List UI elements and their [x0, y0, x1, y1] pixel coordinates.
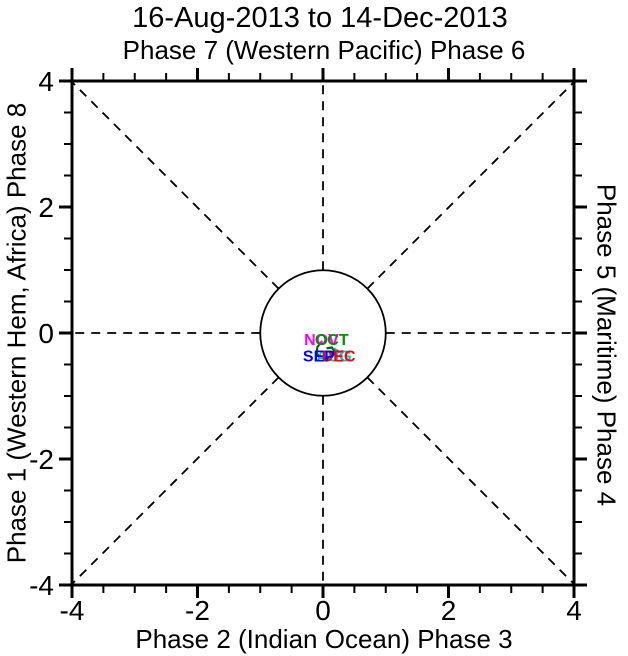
month-label-oct: OCT — [315, 332, 349, 349]
trajectory-oct — [315, 340, 336, 360]
chart-title: 16-Aug-2013 to 14-Dec-2013 — [132, 2, 508, 34]
x-tick-label: 2 — [441, 595, 457, 626]
month-label-dec: DEC — [322, 348, 356, 365]
right-axis-label: Phase 5 (Maritime) Phase 4 — [591, 183, 622, 507]
phase-boundary-dashed-line — [71, 81, 280, 290]
bottom-axis-label: Phase 2 (Indian Ocean) Phase 3 — [135, 624, 513, 654]
phase-boundary-dashed-line — [366, 376, 575, 585]
trajectory-dec — [335, 350, 345, 357]
x-tick-label: 0 — [315, 595, 331, 626]
y-tick-label: -2 — [29, 444, 54, 475]
phase-boundary-dashed-line — [366, 81, 575, 290]
phase-boundary-dashed-line — [71, 376, 280, 585]
y-tick-label: 4 — [38, 66, 54, 97]
left-axis-label: Phase 1 (Western Hem, Africa) Phase 8 — [1, 102, 32, 564]
month-label-sep: SEP — [303, 348, 335, 365]
y-tick-label: -4 — [29, 570, 54, 601]
x-tick-label: -4 — [60, 595, 85, 626]
month-label-nov: NOV — [304, 332, 339, 349]
month-label-aug: AUG — [316, 348, 352, 365]
y-tick-label: 0 — [38, 318, 54, 349]
chart-subtitle-top-axis-label: Phase 7 (Western Pacific) Phase 6 — [122, 35, 526, 65]
trajectory-nov — [318, 340, 323, 346]
x-tick-label: 4 — [566, 595, 582, 626]
x-tick-label: -2 — [185, 595, 210, 626]
unit-circle — [259, 269, 387, 397]
y-tick-label: 2 — [38, 192, 54, 223]
